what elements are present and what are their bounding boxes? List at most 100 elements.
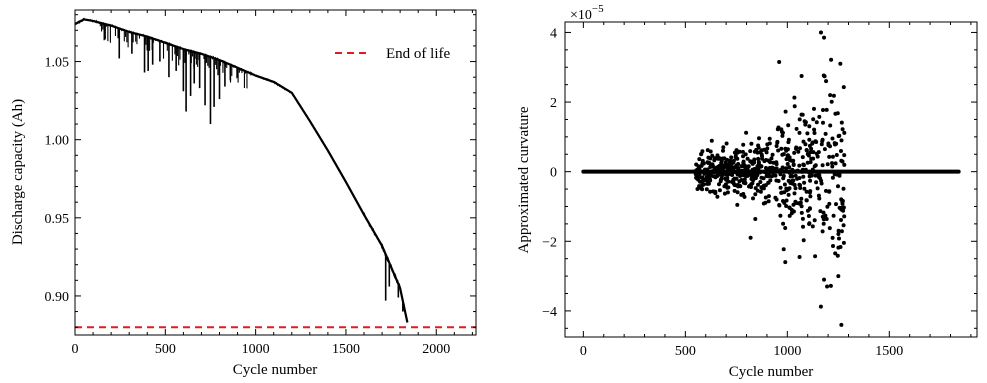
curvature-point	[819, 178, 824, 183]
curvature-point	[791, 158, 796, 163]
curvature-point	[728, 158, 733, 163]
curvature-outlier-point	[824, 79, 829, 84]
curvature-point	[834, 153, 839, 157]
curvature-outlier-point	[828, 93, 833, 98]
curvature-point	[718, 179, 723, 184]
curvature-point	[734, 183, 739, 188]
curvature-point	[744, 164, 748, 169]
curvature-point	[818, 209, 823, 214]
curvature-point	[842, 153, 847, 158]
curvature-point	[828, 123, 833, 128]
curvature-point	[704, 187, 709, 192]
curvature-point	[782, 182, 787, 187]
curvature-point	[742, 177, 747, 182]
curvature-point	[767, 141, 772, 146]
curvature-point	[706, 169, 711, 174]
curvature-point	[706, 181, 711, 186]
curvature-y-ticks: −4 −2 0 2 4	[542, 26, 977, 329]
curvature-point	[782, 190, 787, 195]
curvature-point	[694, 175, 699, 180]
curvature-point	[751, 196, 755, 201]
curvature-point	[813, 173, 818, 178]
curvature-point	[797, 130, 802, 135]
curvature-point	[707, 174, 712, 179]
curvature-point	[774, 144, 779, 148]
curvature-point	[793, 186, 798, 191]
curvature-point	[735, 202, 740, 207]
curvature-point	[823, 213, 828, 218]
curvature-point	[700, 161, 705, 166]
curvature-point	[837, 205, 842, 210]
curvature-point	[725, 185, 730, 190]
curvature-outlier-point	[836, 274, 841, 279]
curvature-point	[786, 178, 791, 183]
curvature-point	[756, 161, 761, 166]
curvature-point	[800, 216, 805, 221]
curvature-point	[836, 228, 841, 233]
curvature-y-tick-label: 0	[550, 166, 557, 181]
curvature-point	[781, 152, 786, 157]
curvature-outlier-point	[822, 277, 827, 282]
curvature-point	[811, 150, 816, 155]
curvature-point	[702, 171, 707, 176]
curvature-point	[790, 167, 795, 172]
curvature-point	[745, 156, 750, 161]
curvature-point	[756, 145, 761, 150]
curvature-point	[756, 156, 761, 161]
curvature-point	[827, 154, 832, 159]
curvature-point	[810, 224, 815, 229]
curvature-point	[836, 184, 840, 189]
curvature-point	[821, 108, 825, 112]
curvature-point	[807, 170, 812, 175]
curvature-point	[744, 130, 749, 135]
curvature-point	[837, 236, 841, 241]
curvature-outlier-point	[822, 35, 827, 40]
curvature-point	[840, 127, 845, 132]
curvature-point	[760, 156, 765, 161]
curvature-point	[749, 141, 754, 146]
curvature-point	[817, 114, 822, 119]
curvature-point	[808, 189, 813, 194]
curvature-point	[821, 120, 825, 125]
capacity-x-ticks: 0 500 1000 1500 2000	[72, 10, 473, 357]
curvature-point	[716, 170, 721, 175]
capacity-plot-area	[74, 17, 476, 329]
curvature-outlier-point	[839, 322, 844, 327]
curvature-point	[807, 174, 812, 179]
curvature-point	[751, 171, 756, 175]
curvature-point	[812, 218, 817, 223]
curvature-point	[787, 170, 792, 175]
curvature-point	[722, 191, 727, 196]
curvature-point	[741, 142, 746, 147]
capacity-y-tick-label: 0.90	[45, 290, 70, 305]
curvature-point	[731, 160, 736, 165]
capacity-x-tick-label: 1500	[332, 342, 360, 357]
curvature-point	[831, 244, 835, 248]
curvature-point	[734, 176, 739, 181]
curvature-point	[820, 137, 825, 142]
curvature-point	[784, 204, 789, 208]
curvature-point	[833, 161, 838, 166]
curvature-point	[808, 150, 813, 155]
curvature-point	[739, 192, 744, 197]
curvature-point	[774, 178, 779, 183]
curvature-point	[777, 203, 782, 208]
curvature-point	[791, 202, 796, 207]
curvature-outlier-point	[748, 235, 753, 240]
curvature-point	[802, 119, 807, 124]
curvature-point	[791, 163, 796, 167]
curvature-point	[731, 170, 736, 175]
curvature-point	[778, 168, 783, 172]
curvature-point	[733, 165, 737, 170]
curvature-point	[835, 253, 840, 258]
curvature-point	[810, 140, 815, 145]
curvature-point	[822, 147, 827, 152]
curvature-point	[786, 123, 791, 128]
curvature-point	[802, 180, 807, 185]
curvature-point	[755, 188, 760, 193]
curvature-point	[783, 109, 788, 114]
curvature-point	[813, 254, 818, 259]
curvature-point	[812, 127, 817, 132]
curvature-point	[807, 137, 812, 142]
